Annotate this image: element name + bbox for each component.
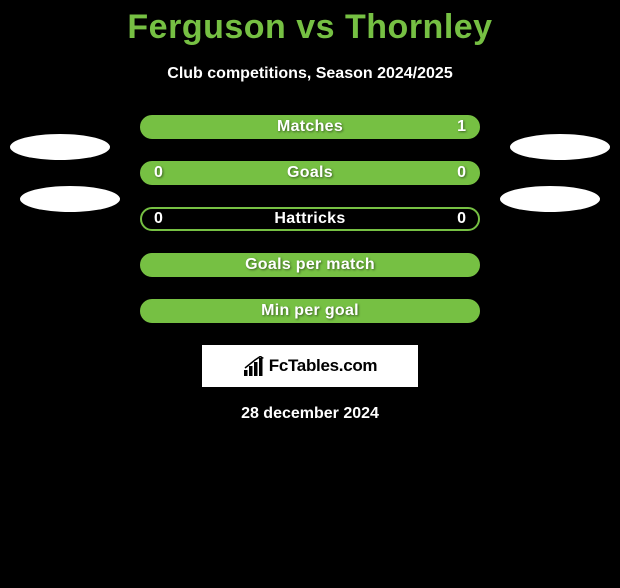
stat-row: Goals per match: [0, 253, 620, 277]
stat-label: Goals: [287, 164, 333, 182]
stat-right-value: 0: [457, 210, 466, 228]
stat-bar-goals-per-match: Goals per match: [140, 253, 480, 277]
stat-label: Matches: [277, 118, 343, 136]
stat-label: Min per goal: [261, 302, 359, 320]
date-text: 28 december 2024: [0, 405, 620, 423]
stat-bar-matches: Matches 1: [140, 115, 480, 139]
stat-bar-goals: 0 Goals 0: [140, 161, 480, 185]
page-subtitle: Club competitions, Season 2024/2025: [0, 65, 620, 83]
stat-bar-min-per-goal: Min per goal: [140, 299, 480, 323]
fctables-logo-text: FcTables.com: [269, 356, 378, 376]
stat-row: Matches 1: [0, 115, 620, 139]
stat-row: 0 Hattricks 0: [0, 207, 620, 231]
stat-row: 0 Goals 0: [0, 161, 620, 185]
fctables-logo: FcTables.com: [202, 345, 418, 387]
page-title: Ferguson vs Thornley: [0, 8, 620, 47]
stat-bar-hattricks: 0 Hattricks 0: [140, 207, 480, 231]
stat-right-value: 1: [457, 118, 466, 136]
stat-label: Hattricks: [274, 210, 345, 228]
stat-right-value: 0: [457, 164, 466, 182]
bars-ascending-icon: [243, 356, 265, 376]
stat-left-value: 0: [154, 164, 163, 182]
stat-left-value: 0: [154, 210, 163, 228]
stat-row: Min per goal: [0, 299, 620, 323]
stat-label: Goals per match: [245, 256, 375, 274]
